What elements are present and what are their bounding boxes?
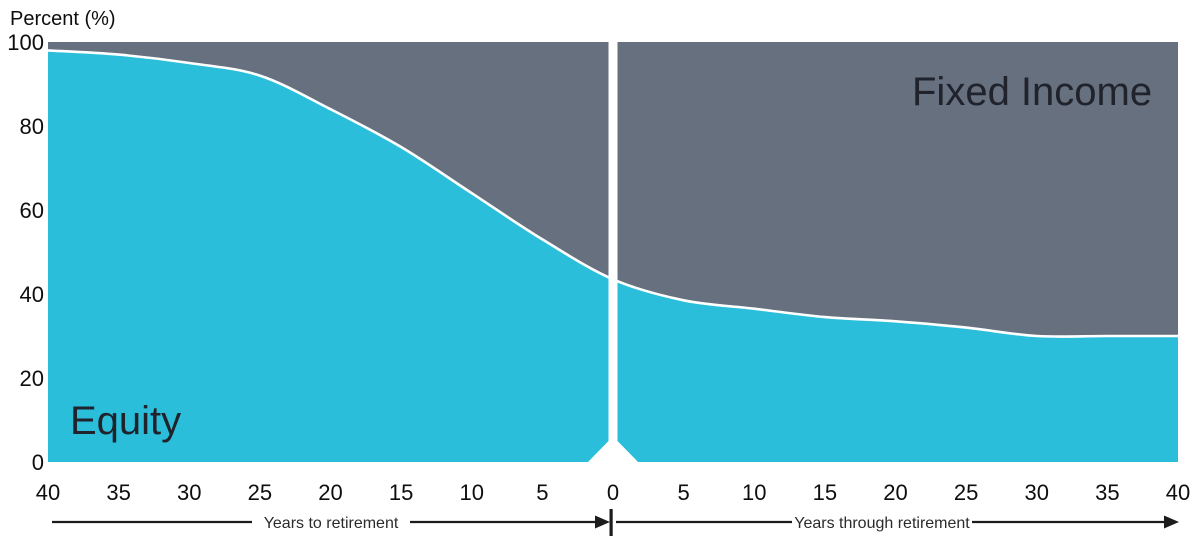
x-tick-15: 35 [1095, 480, 1119, 505]
x-tick-10: 10 [742, 480, 766, 505]
plot-area [47, 42, 1178, 463]
x-tick-11: 15 [813, 480, 837, 505]
x-tick-6: 10 [460, 480, 484, 505]
arrow-right-icon [1164, 515, 1179, 529]
x-tick-3: 25 [248, 480, 272, 505]
years-through-retirement-label: Years through retirement [794, 515, 970, 532]
y-tick-0: 0 [32, 450, 44, 475]
arrow-right-icon [595, 515, 610, 529]
x-tick-5: 15 [389, 480, 413, 505]
x-tick-14: 30 [1025, 480, 1049, 505]
x-axis-tick-labels: 40 35 30 25 20 15 10 5 0 5 10 15 20 25 30 35 40 [36, 480, 1190, 505]
x-tick-16: 40 [1166, 480, 1190, 505]
years-to-retirement-label: Years to retirement [264, 515, 399, 532]
retirement-marker [609, 509, 613, 536]
y-axis-title: Percent (%) [10, 8, 116, 30]
x-tick-0: 40 [36, 480, 60, 505]
x-tick-2: 30 [177, 480, 201, 505]
x-tick-7: 5 [536, 480, 548, 505]
y-tick-60: 60 [20, 198, 44, 223]
x-tick-1: 35 [106, 480, 130, 505]
y-tick-40: 40 [20, 282, 44, 307]
y-tick-20: 20 [20, 366, 44, 391]
x-tick-12: 20 [883, 480, 907, 505]
y-axis-tick-labels: 100 80 60 40 20 0 [7, 30, 44, 475]
y-tick-80: 80 [20, 114, 44, 139]
x-tick-9: 5 [677, 480, 689, 505]
retirement-divider [587, 42, 639, 463]
x-axis-annotation: Years to retirement Years through retire… [52, 509, 1179, 536]
y-tick-100: 100 [7, 30, 44, 55]
equity-area-label: Equity [70, 399, 181, 443]
equity-area [48, 50, 1178, 463]
x-tick-4: 20 [318, 480, 342, 505]
fixed-income-area-label: Fixed Income [912, 70, 1152, 114]
x-tick-8: 0 [607, 480, 619, 505]
x-tick-13: 25 [954, 480, 978, 505]
